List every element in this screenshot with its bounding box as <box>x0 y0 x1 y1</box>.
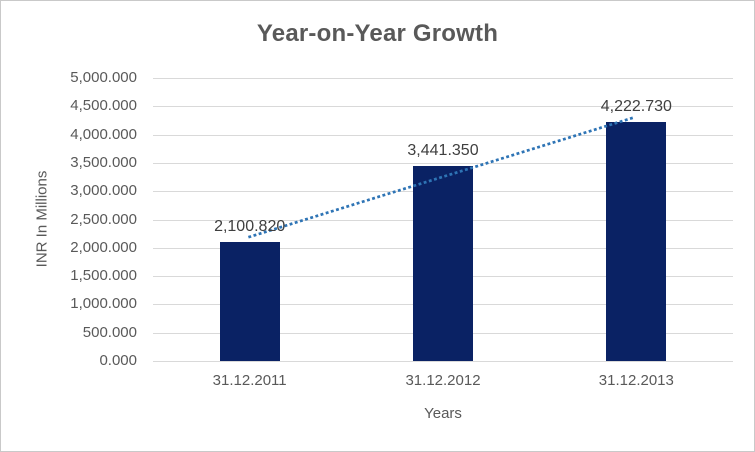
y-tick-label: 2,500.000 <box>70 210 137 228</box>
y-tick-label: 0.000 <box>99 352 137 369</box>
bar-31.12.2013 <box>606 122 667 361</box>
chart-title: Year-on-Year Growth <box>256 20 499 47</box>
y-axis-title: INR In Millions <box>33 170 51 268</box>
y-tick-label: 4,500.000 <box>70 97 137 115</box>
trendline-path <box>247 115 639 239</box>
gridline <box>153 162 733 164</box>
bar-31.12.2011 <box>219 242 280 361</box>
gridline <box>153 106 733 108</box>
x-axis-title: Years <box>424 405 462 422</box>
y-tick-label: 5,000.000 <box>70 69 137 86</box>
y-tick-label: 3,000.000 <box>70 182 137 200</box>
plot-area: 2,100.820 3,441.350 4,222.730 <box>153 78 733 362</box>
gridline <box>153 78 733 79</box>
x-tick-label: 31.12.2013 <box>598 372 674 389</box>
x-tick-label: 31.12.2011 <box>212 372 287 389</box>
y-tick-label: 1,000.000 <box>70 295 137 313</box>
y-tick-label: 3,500.000 <box>70 153 137 171</box>
y-tick-label: 500.000 <box>82 323 137 341</box>
gridline <box>153 134 733 136</box>
bar-31.12.2012 <box>413 166 473 361</box>
data-label: 4,222.730 <box>600 98 672 115</box>
y-tick-label: 1,500.000 <box>70 267 137 285</box>
data-label: 2,100.820 <box>214 218 286 236</box>
data-label: 3,441.350 <box>407 142 479 160</box>
y-tick-label: 2,000.000 <box>70 238 137 256</box>
y-tick-label: 4,000.000 <box>70 125 137 143</box>
x-tick-label: 31.12.2012 <box>405 372 481 389</box>
